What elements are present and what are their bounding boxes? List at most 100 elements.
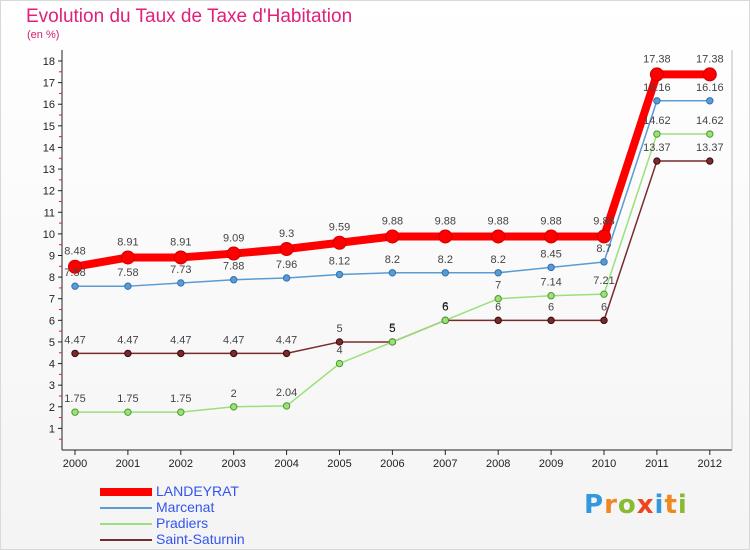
data-label: 7.58 — [117, 267, 138, 279]
x-tick-label: 2005 — [327, 458, 351, 470]
logo-letter: P — [584, 490, 605, 520]
x-tick-label: 2009 — [539, 458, 563, 470]
data-point — [600, 290, 608, 298]
y-tick-label: 4 — [49, 359, 55, 371]
data-point — [441, 269, 449, 277]
y-tick-label: 1 — [49, 423, 55, 435]
data-label: 9.88 — [382, 215, 403, 227]
x-tick-label: 2003 — [221, 458, 245, 470]
data-label: 9.88 — [435, 215, 456, 227]
data-label: 8.7 — [596, 243, 611, 255]
legend-swatch — [100, 488, 152, 496]
data-point — [600, 258, 608, 266]
data-point — [177, 349, 185, 358]
chart-subtitle: (en %) — [27, 29, 60, 41]
data-label: 6 — [548, 301, 554, 313]
legend-item: LANDEYRAT — [100, 483, 400, 500]
data-label: 8.48 — [64, 246, 85, 258]
data-label: 7 — [495, 280, 501, 292]
data-point — [71, 349, 79, 358]
data-label: 8.91 — [170, 236, 191, 248]
data-point — [173, 250, 188, 265]
data-point — [279, 242, 294, 257]
data-point — [385, 229, 400, 244]
data-label: 4.47 — [170, 334, 191, 346]
data-point — [335, 270, 344, 279]
data-label: 1.75 — [117, 393, 138, 405]
data-label: 16.16 — [696, 82, 724, 94]
data-point — [388, 338, 397, 346]
data-label: 8.2 — [491, 254, 506, 266]
y-tick-label: 2 — [49, 402, 55, 414]
logo-letter: x — [636, 490, 655, 520]
data-label: 9.88 — [593, 215, 614, 227]
data-point — [653, 130, 661, 138]
y-tick-label: 7 — [49, 294, 55, 306]
legend: LANDEYRAT Marcenat Pradiers Saint-Saturnin — [100, 483, 400, 548]
legend-item: Marcenat — [100, 499, 400, 516]
data-label: 4 — [336, 345, 342, 357]
data-point — [706, 157, 714, 165]
data-label: 9.88 — [487, 215, 508, 227]
data-point — [335, 338, 344, 346]
logo-letter: r — [604, 490, 618, 520]
data-label: 6 — [442, 299, 449, 313]
data-point — [706, 130, 714, 138]
y-tick-label: 13 — [43, 164, 55, 176]
data-point — [332, 235, 347, 250]
legend-label: Pradiers — [156, 515, 209, 531]
data-point — [230, 403, 238, 411]
data-label: 7.21 — [593, 275, 614, 287]
data-label: 8.91 — [117, 236, 138, 248]
data-point — [600, 316, 608, 325]
y-tick-label: 9 — [49, 251, 55, 263]
data-label: 13.37 — [696, 142, 724, 154]
y-tick-label: 10 — [43, 229, 55, 241]
data-point — [544, 229, 559, 244]
data-point — [597, 229, 611, 244]
data-label: 13.37 — [643, 142, 671, 154]
data-label: 9.09 — [223, 233, 244, 245]
y-tick-label: 5 — [49, 337, 55, 349]
data-point — [282, 402, 291, 410]
data-label: 8.12 — [329, 256, 350, 268]
x-tick-label: 2004 — [274, 458, 298, 470]
data-label: 4.47 — [64, 334, 85, 346]
logo-letter: o — [617, 490, 637, 520]
x-tick-label: 2011 — [645, 458, 669, 470]
data-label: 5 — [389, 323, 395, 335]
data-point — [653, 157, 661, 165]
data-label: 17.38 — [696, 53, 724, 65]
data-label: 5 — [389, 321, 396, 335]
data-label: 1.75 — [170, 393, 191, 405]
data-point — [547, 291, 555, 300]
data-point — [177, 279, 185, 287]
data-label: 2.04 — [276, 387, 297, 399]
data-label: 4.47 — [117, 334, 138, 346]
data-point — [230, 349, 238, 358]
data-point — [494, 295, 502, 303]
data-point — [335, 359, 344, 368]
data-label: 6 — [601, 301, 607, 313]
data-point — [68, 259, 82, 274]
data-point — [653, 97, 661, 105]
data-point — [547, 316, 555, 325]
data-point — [702, 67, 717, 82]
data-point — [71, 282, 79, 290]
data-label: 6 — [442, 301, 448, 313]
x-tick-label: 2000 — [63, 458, 87, 470]
x-tick-label: 2008 — [486, 458, 510, 470]
x-tick-label: 2012 — [698, 458, 722, 470]
y-tick-label: 16 — [43, 99, 55, 111]
data-point — [226, 246, 241, 261]
data-point — [124, 349, 132, 358]
x-tick-label: 2010 — [592, 458, 616, 470]
data-point — [230, 276, 238, 284]
data-point — [649, 67, 664, 82]
data-label: 7.96 — [276, 259, 297, 271]
data-point — [177, 408, 185, 416]
data-label: 16.16 — [643, 82, 671, 94]
data-label: 17.38 — [643, 53, 671, 65]
